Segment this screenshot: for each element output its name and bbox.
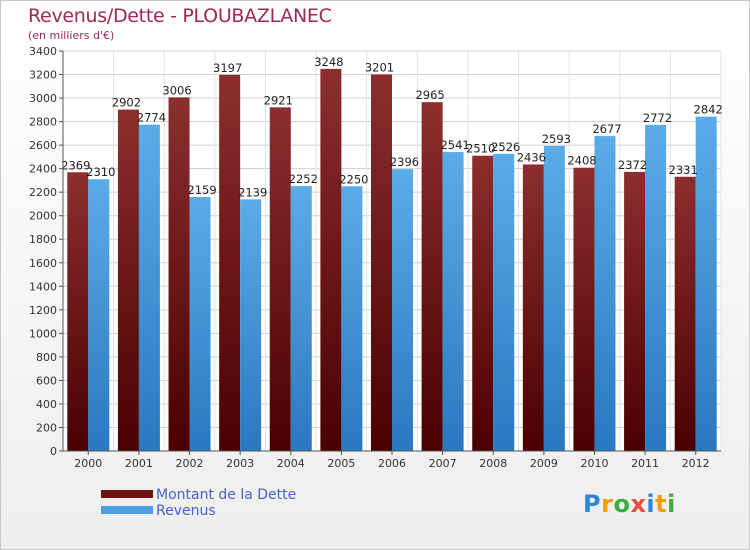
y-tick-label: 1200 (29, 304, 57, 317)
y-tick-label: 2600 (29, 139, 57, 152)
bar-dette (472, 155, 494, 452)
bar-revenus (645, 124, 667, 451)
legend-label-dette: Montant de la Dette (156, 487, 297, 503)
logo-letter: t (655, 490, 668, 518)
logo-letter: r (601, 490, 614, 518)
data-label-dette: 2331 (669, 163, 698, 177)
bar-dette (320, 68, 342, 451)
logo-letter: o (613, 490, 631, 518)
data-label-revenus: 2396 (390, 155, 419, 169)
data-label-revenus: 2541 (440, 138, 469, 152)
bar-revenus (341, 186, 363, 451)
data-label-revenus: 2772 (643, 111, 672, 125)
y-tick-label: 3000 (29, 92, 57, 105)
data-label-revenus: 2526 (491, 140, 520, 154)
data-label-dette: 2436 (517, 150, 546, 164)
bar-revenus (695, 116, 717, 451)
bar-dette (371, 74, 392, 451)
y-tick-label: 2800 (29, 116, 57, 129)
y-tick-label: 0 (50, 445, 57, 458)
data-label-revenus: 2593 (542, 132, 571, 146)
y-tick-label: 2000 (29, 210, 57, 223)
bar-revenus (138, 124, 160, 451)
y-tick-label: 3400 (29, 45, 57, 58)
y-tick-label: 2400 (29, 163, 57, 176)
bar-revenus (392, 169, 413, 451)
data-label-revenus: 2250 (339, 172, 368, 186)
bar-revenus (442, 152, 464, 451)
data-label-revenus: 2774 (137, 111, 166, 125)
bar-dette (168, 97, 190, 452)
chart-title: Revenus/Dette - PLOUBAZLANEC (28, 5, 332, 27)
bar-revenus (543, 145, 565, 452)
data-label-dette: 2902 (112, 96, 141, 110)
data-label-dette: 2408 (567, 154, 596, 168)
legend-swatch-revenus (101, 506, 153, 514)
data-label-revenus: 2842 (694, 103, 723, 117)
x-tick-label: 2000 (74, 457, 102, 470)
y-tick-label: 1400 (29, 280, 57, 293)
x-tick-label: 2004 (277, 457, 305, 470)
data-label-revenus: 2252 (289, 172, 318, 186)
data-label-revenus: 2310 (86, 165, 115, 179)
chart-subtitle: (en milliers d'€) (28, 29, 115, 42)
bar-dette (269, 107, 291, 452)
bar-revenus (88, 179, 110, 451)
bar-revenus (189, 197, 211, 451)
logo-letter: x (630, 490, 647, 518)
x-tick-label: 2009 (530, 457, 558, 470)
x-tick-label: 2008 (479, 457, 507, 470)
x-tick-label: 2002 (176, 457, 204, 470)
bar-dette (421, 102, 443, 452)
data-label-dette: 2372 (618, 158, 647, 172)
logo-letter: i (667, 490, 676, 518)
data-label-dette: 3197 (213, 61, 242, 75)
x-tick-label: 2003 (226, 457, 254, 470)
bar-dette (117, 109, 139, 452)
data-label-revenus: 2139 (238, 185, 267, 199)
bar-dette (67, 172, 89, 451)
y-tick-label: 2200 (29, 186, 57, 199)
bar-dette (674, 176, 696, 451)
bar-dette (522, 164, 544, 452)
data-label-dette: 3006 (162, 83, 191, 97)
bar-revenus (594, 136, 616, 451)
legend-swatch-dette (101, 490, 153, 498)
data-label-revenus: 2677 (592, 122, 621, 136)
data-label-dette: 3201 (365, 60, 394, 74)
bar-revenus (290, 186, 312, 451)
data-label-dette: 2965 (415, 88, 444, 102)
bar-revenus (493, 153, 515, 451)
bar-dette (573, 167, 595, 452)
x-tick-label: 2006 (378, 457, 406, 470)
x-tick-label: 2012 (682, 457, 710, 470)
y-tick-label: 400 (36, 398, 57, 411)
legend-label-revenus: Revenus (156, 503, 216, 519)
y-tick-label: 3200 (29, 69, 57, 82)
y-tick-label: 1000 (29, 327, 57, 340)
y-tick-label: 1600 (29, 257, 57, 270)
x-tick-label: 2010 (580, 457, 608, 470)
data-label-dette: 2369 (61, 158, 90, 172)
y-tick-label: 600 (36, 374, 57, 387)
data-label-dette: 2510 (466, 142, 495, 156)
proxiti-logo: Proxiti (583, 490, 676, 518)
y-tick-label: 800 (36, 351, 57, 364)
bar-dette (624, 171, 646, 452)
logo-letter: P (583, 490, 602, 518)
y-tick-label: 200 (36, 421, 57, 434)
bar-revenus (240, 199, 262, 451)
x-tick-label: 2011 (631, 457, 659, 470)
y-tick-label: 1800 (29, 233, 57, 246)
x-tick-label: 2007 (429, 457, 457, 470)
logo-letter: i (646, 490, 656, 518)
bar-dette (219, 74, 241, 451)
data-label-dette: 3248 (314, 55, 343, 69)
data-label-revenus: 2159 (187, 183, 216, 197)
data-label-dette: 2921 (264, 93, 293, 107)
x-tick-label: 2005 (327, 457, 355, 470)
x-tick-label: 2001 (125, 457, 153, 470)
